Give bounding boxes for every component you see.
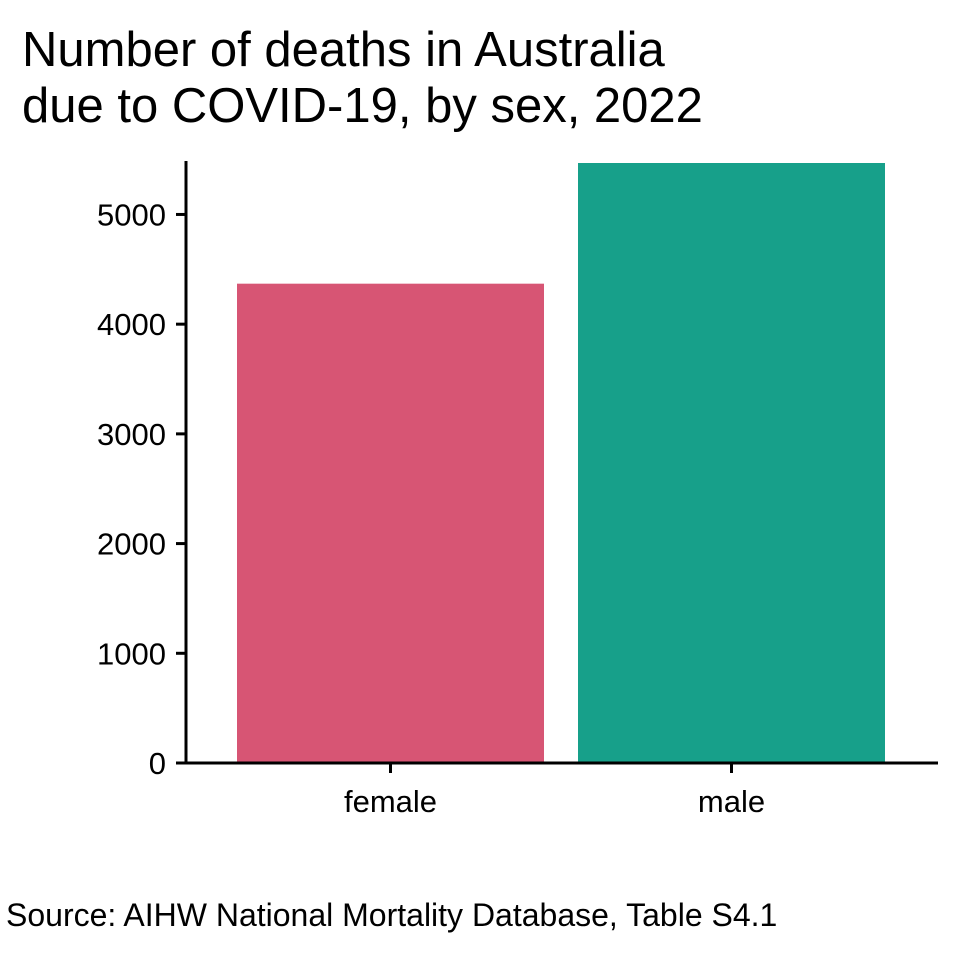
y-tick-label: 5000 — [97, 197, 166, 232]
bars-group — [237, 163, 885, 763]
y-tick-label: 0 — [149, 746, 166, 781]
y-tick-label: 2000 — [97, 527, 166, 562]
y-tick-label: 1000 — [97, 636, 166, 671]
x-tick-label-female: female — [344, 784, 437, 819]
axes-group: 0 1000 2000 3000 4000 5000 female male — [97, 161, 938, 819]
chart-title: Number of deaths in Australia due to COV… — [22, 22, 942, 134]
chart-caption: Source: AIHW National Mortality Database… — [6, 897, 778, 933]
chart-title-line-2: due to COVID-19, by sex, 2022 — [22, 79, 703, 133]
bar-female — [237, 283, 544, 763]
y-tick-label: 3000 — [97, 417, 166, 452]
x-tick-label-male: male — [698, 784, 765, 819]
bar-male — [578, 163, 885, 763]
chart-title-line-1: Number of deaths in Australia — [22, 23, 665, 77]
y-tick-label: 4000 — [97, 307, 166, 342]
